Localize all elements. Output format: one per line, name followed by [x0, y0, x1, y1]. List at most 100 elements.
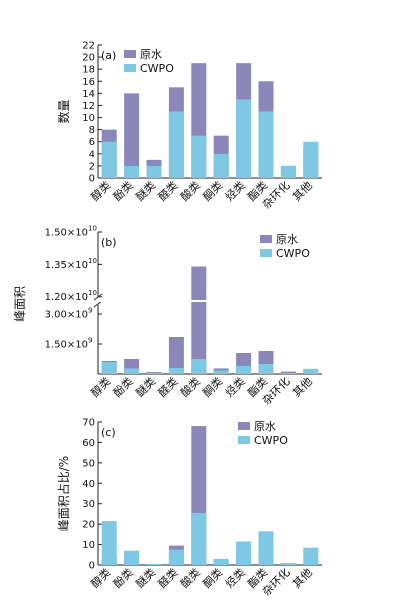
y-tick-label: 16	[82, 77, 95, 88]
bar-cwpo	[213, 153, 229, 178]
x-tick-label: 醛类	[155, 178, 180, 203]
bar-cwpo	[124, 550, 140, 565]
legend-swatch	[238, 422, 250, 430]
x-tick-label: 酸类	[177, 178, 202, 203]
y-tick-label: 6	[89, 137, 95, 148]
legend-label: 原水	[254, 420, 276, 433]
y-tick-label: 22	[82, 41, 95, 52]
x-tick-label: 酸类	[177, 565, 202, 590]
x-tick-label: 酚类	[110, 565, 135, 590]
y-tick-label: 4	[89, 149, 95, 160]
legend-label: CWPO	[276, 247, 310, 260]
y-tick-label: 14	[82, 89, 95, 100]
y-tick-label: 0	[89, 174, 95, 185]
y-tick-label: 10	[82, 540, 95, 551]
x-tick-label: 醛类	[155, 374, 180, 399]
axis-break-gap	[99, 300, 323, 302]
legend-label: 原水	[140, 48, 162, 61]
y-tick-label: 3.00×10	[45, 310, 88, 321]
bar-cwpo	[101, 141, 117, 178]
y-tick-exponent: 9	[88, 307, 92, 315]
bar-cwpo	[101, 521, 117, 565]
bar-cwpo	[124, 165, 140, 178]
y-tick-label: 40	[82, 479, 95, 490]
bar-cwpo	[146, 165, 162, 178]
bar-cwpo	[303, 368, 319, 374]
bar-cwpo	[280, 373, 296, 374]
bar-cwpo	[168, 111, 184, 178]
x-tick-label: 酮类	[200, 374, 225, 399]
bar-cwpo	[303, 547, 319, 565]
y-tick-label: 20	[82, 520, 95, 531]
y-tick-label: 70	[82, 418, 95, 429]
x-tick-label: 酮类	[200, 565, 225, 590]
bar-cwpo	[191, 512, 207, 565]
y-tick-label: 0	[89, 561, 95, 572]
y-tick-label: 2	[89, 161, 95, 172]
x-tick-label: 其他	[290, 375, 315, 400]
y-tick-exponent: 10	[88, 225, 97, 233]
bar-cwpo	[303, 141, 319, 178]
panel-label: (b)	[101, 236, 117, 249]
y-tick-exponent: 10	[88, 289, 97, 297]
y-axis-label: 峰面积占比/%	[56, 456, 71, 531]
x-tick-label: 酮类	[200, 178, 225, 203]
bar-cwpo	[191, 359, 207, 374]
bar-cwpo	[213, 370, 229, 374]
panel-label: (a)	[101, 49, 116, 62]
bar-cwpo	[124, 368, 140, 374]
bar-cwpo	[146, 563, 162, 565]
bar-cwpo	[191, 135, 207, 178]
x-tick-label: 其他	[290, 566, 315, 591]
bar-cwpo	[280, 165, 296, 178]
x-tick-label: 烃类	[222, 374, 247, 399]
y-tick-label: 12	[82, 101, 95, 112]
y-tick-label: 60	[82, 438, 95, 449]
x-tick-label: 醇类	[88, 374, 113, 399]
bar-cwpo	[236, 99, 252, 178]
bar-cwpo	[236, 366, 252, 374]
legend-label: CWPO	[140, 62, 174, 75]
y-tick-label: 8	[89, 125, 95, 136]
y-tick-label: 10	[82, 113, 95, 124]
y-tick-exponent: 10	[88, 257, 97, 265]
legend-label: 原水	[276, 233, 298, 246]
legend-swatch	[260, 235, 272, 243]
x-tick-label: 烃类	[222, 565, 247, 590]
y-tick-label: 1.50×10	[45, 340, 88, 351]
bar-raw-water	[168, 337, 184, 374]
bar-cwpo	[213, 558, 229, 565]
y-axis-label: 数量	[56, 99, 71, 123]
bar-raw-water	[280, 371, 296, 374]
x-tick-label: 其他	[290, 179, 315, 204]
y-tick-label: 1.50×10	[45, 228, 88, 239]
legend-swatch	[260, 249, 272, 257]
bar-cwpo	[101, 362, 117, 374]
bar-cwpo	[280, 562, 296, 565]
bar-raw-water	[191, 266, 207, 374]
y-tick-label: 50	[82, 458, 95, 469]
bar-cwpo	[168, 368, 184, 374]
x-tick-label: 酚类	[110, 374, 135, 399]
bar-cwpo	[258, 364, 274, 374]
y-tick-label: 1.20×10	[45, 292, 88, 303]
bar-raw-water	[124, 93, 140, 178]
x-tick-label: 醛类	[155, 565, 180, 590]
y-tick-label: 18	[82, 65, 95, 76]
y-tick-label: 1.35×10	[45, 260, 88, 271]
y-tick-exponent: 9	[88, 337, 92, 345]
x-tick-label: 醚类	[133, 374, 158, 399]
panel-label: (c)	[101, 426, 116, 439]
legend-label: CWPO	[254, 434, 288, 447]
bar-cwpo	[258, 531, 274, 565]
x-tick-label: 酸类	[177, 374, 202, 399]
x-tick-label: 烃类	[222, 178, 247, 203]
x-tick-label: 醚类	[133, 565, 158, 590]
y-tick-label: 30	[82, 499, 95, 510]
bar-cwpo	[146, 372, 162, 374]
legend-swatch	[124, 64, 136, 72]
bar-cwpo	[258, 111, 274, 178]
